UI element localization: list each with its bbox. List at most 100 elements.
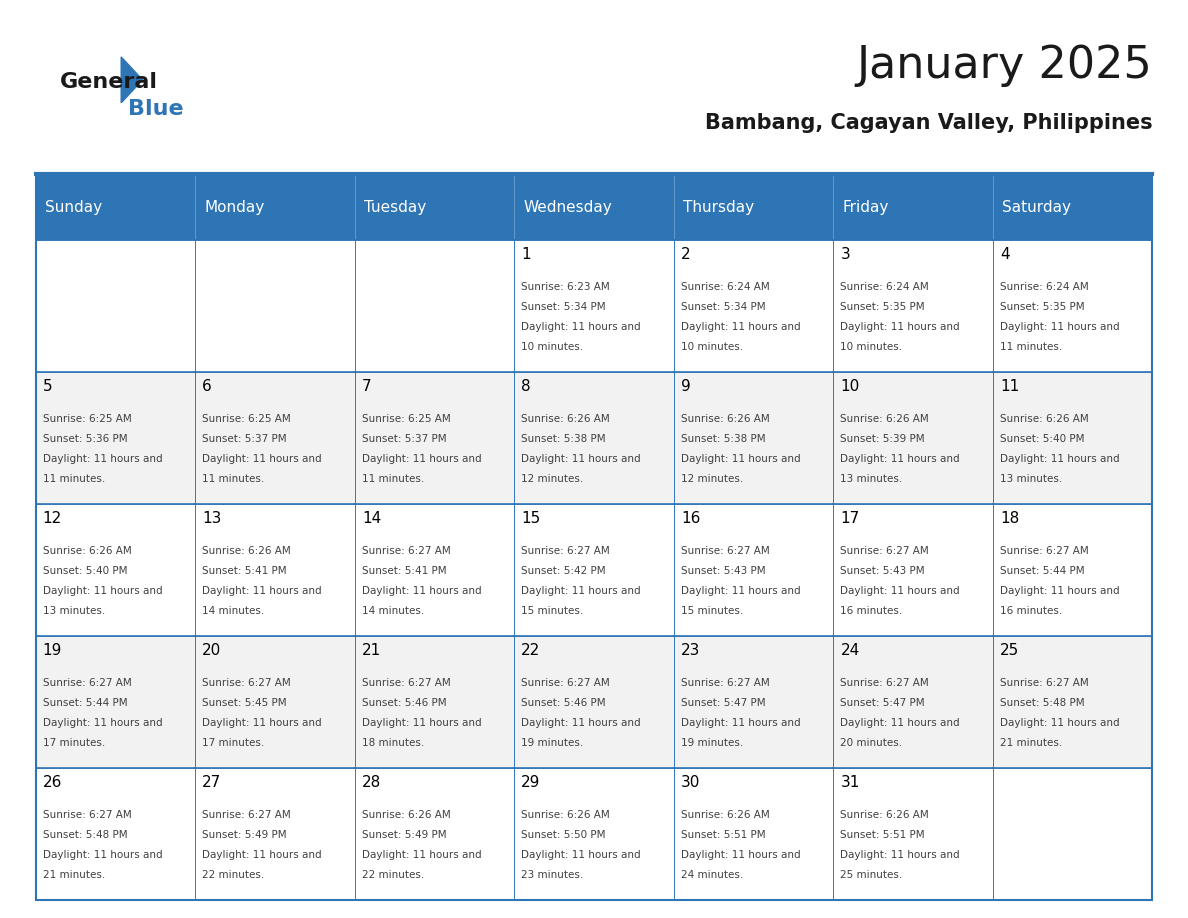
Bar xyxy=(674,504,833,635)
Text: Sunrise: 6:27 AM: Sunrise: 6:27 AM xyxy=(43,810,132,820)
Text: 11 minutes.: 11 minutes. xyxy=(202,474,265,484)
Text: Daylight: 11 hours and: Daylight: 11 hours and xyxy=(522,454,642,464)
Text: Daylight: 11 hours and: Daylight: 11 hours and xyxy=(522,718,642,728)
Bar xyxy=(195,240,355,372)
Text: 21: 21 xyxy=(362,643,381,658)
Text: 18: 18 xyxy=(1000,511,1019,526)
Bar xyxy=(833,372,993,504)
Text: Sunrise: 6:26 AM: Sunrise: 6:26 AM xyxy=(362,810,450,820)
Text: 25 minutes.: 25 minutes. xyxy=(840,870,903,880)
Bar xyxy=(514,767,674,900)
Bar xyxy=(833,635,993,767)
Text: 13: 13 xyxy=(202,511,222,526)
Bar xyxy=(833,240,993,372)
Text: Sunset: 5:51 PM: Sunset: 5:51 PM xyxy=(840,830,925,840)
Text: 3: 3 xyxy=(840,247,851,262)
Text: Daylight: 11 hours and: Daylight: 11 hours and xyxy=(1000,586,1119,596)
Bar xyxy=(36,767,195,900)
Text: 7: 7 xyxy=(362,379,372,394)
Bar xyxy=(993,767,1152,900)
Text: 11 minutes.: 11 minutes. xyxy=(362,474,424,484)
Text: Sunrise: 6:26 AM: Sunrise: 6:26 AM xyxy=(1000,414,1088,424)
Text: Daylight: 11 hours and: Daylight: 11 hours and xyxy=(202,850,322,860)
Text: Daylight: 11 hours and: Daylight: 11 hours and xyxy=(522,586,642,596)
Text: Daylight: 11 hours and: Daylight: 11 hours and xyxy=(43,586,163,596)
Text: Daylight: 11 hours and: Daylight: 11 hours and xyxy=(840,718,960,728)
Polygon shape xyxy=(121,57,143,103)
Text: Sunset: 5:47 PM: Sunset: 5:47 PM xyxy=(840,698,925,708)
Text: Sunrise: 6:27 AM: Sunrise: 6:27 AM xyxy=(681,546,770,556)
Bar xyxy=(355,240,514,372)
Bar xyxy=(833,504,993,635)
Text: 23 minutes.: 23 minutes. xyxy=(522,870,583,880)
Text: Sunrise: 6:26 AM: Sunrise: 6:26 AM xyxy=(840,810,929,820)
Text: Sunrise: 6:26 AM: Sunrise: 6:26 AM xyxy=(522,810,611,820)
Text: 8: 8 xyxy=(522,379,531,394)
Bar xyxy=(355,635,514,767)
Text: 22 minutes.: 22 minutes. xyxy=(362,870,424,880)
Bar xyxy=(36,635,195,767)
Text: Sunrise: 6:26 AM: Sunrise: 6:26 AM xyxy=(522,414,611,424)
Text: 11 minutes.: 11 minutes. xyxy=(1000,342,1062,353)
Text: 22 minutes.: 22 minutes. xyxy=(202,870,265,880)
Text: 29: 29 xyxy=(522,775,541,790)
Text: 4: 4 xyxy=(1000,247,1010,262)
Text: 9: 9 xyxy=(681,379,690,394)
Text: Daylight: 11 hours and: Daylight: 11 hours and xyxy=(840,586,960,596)
Text: Sunset: 5:48 PM: Sunset: 5:48 PM xyxy=(43,830,127,840)
Text: Daylight: 11 hours and: Daylight: 11 hours and xyxy=(681,718,801,728)
Bar xyxy=(195,635,355,767)
Bar xyxy=(514,504,674,635)
Text: 1: 1 xyxy=(522,247,531,262)
Text: 11 minutes.: 11 minutes. xyxy=(43,474,105,484)
Text: 14 minutes.: 14 minutes. xyxy=(362,606,424,616)
Bar xyxy=(195,767,355,900)
Text: Sunset: 5:41 PM: Sunset: 5:41 PM xyxy=(202,566,287,576)
Text: 21 minutes.: 21 minutes. xyxy=(1000,738,1062,748)
Text: 16 minutes.: 16 minutes. xyxy=(1000,606,1062,616)
Text: 20: 20 xyxy=(202,643,221,658)
Text: Tuesday: Tuesday xyxy=(365,199,426,215)
Text: 28: 28 xyxy=(362,775,381,790)
Text: 26: 26 xyxy=(43,775,62,790)
Text: 20 minutes.: 20 minutes. xyxy=(840,738,903,748)
Text: Daylight: 11 hours and: Daylight: 11 hours and xyxy=(202,454,322,464)
Text: 13 minutes.: 13 minutes. xyxy=(840,474,903,484)
Text: Daylight: 11 hours and: Daylight: 11 hours and xyxy=(681,322,801,332)
Text: Daylight: 11 hours and: Daylight: 11 hours and xyxy=(681,850,801,860)
Text: Daylight: 11 hours and: Daylight: 11 hours and xyxy=(43,850,163,860)
Bar xyxy=(993,372,1152,504)
Text: Sunset: 5:43 PM: Sunset: 5:43 PM xyxy=(681,566,765,576)
Text: Monday: Monday xyxy=(204,199,265,215)
Text: Sunrise: 6:24 AM: Sunrise: 6:24 AM xyxy=(681,282,770,292)
Text: Sunset: 5:35 PM: Sunset: 5:35 PM xyxy=(1000,302,1085,312)
Text: Sunset: 5:45 PM: Sunset: 5:45 PM xyxy=(202,698,287,708)
Bar xyxy=(195,174,355,240)
Text: Sunrise: 6:27 AM: Sunrise: 6:27 AM xyxy=(522,677,611,688)
Text: Sunrise: 6:27 AM: Sunrise: 6:27 AM xyxy=(362,677,450,688)
Text: Daylight: 11 hours and: Daylight: 11 hours and xyxy=(522,322,642,332)
Bar xyxy=(514,372,674,504)
Text: Sunrise: 6:27 AM: Sunrise: 6:27 AM xyxy=(522,546,611,556)
Text: Daylight: 11 hours and: Daylight: 11 hours and xyxy=(681,454,801,464)
Text: 14 minutes.: 14 minutes. xyxy=(202,606,265,616)
Text: Sunset: 5:49 PM: Sunset: 5:49 PM xyxy=(202,830,287,840)
Text: Sunrise: 6:25 AM: Sunrise: 6:25 AM xyxy=(43,414,132,424)
Text: Sunrise: 6:27 AM: Sunrise: 6:27 AM xyxy=(681,677,770,688)
Text: 18 minutes.: 18 minutes. xyxy=(362,738,424,748)
Text: Daylight: 11 hours and: Daylight: 11 hours and xyxy=(1000,454,1119,464)
Text: 19 minutes.: 19 minutes. xyxy=(681,738,744,748)
Text: 27: 27 xyxy=(202,775,221,790)
Text: 22: 22 xyxy=(522,643,541,658)
Text: Sunset: 5:34 PM: Sunset: 5:34 PM xyxy=(681,302,765,312)
Text: 21 minutes.: 21 minutes. xyxy=(43,870,105,880)
Text: Bambang, Cagayan Valley, Philippines: Bambang, Cagayan Valley, Philippines xyxy=(704,113,1152,133)
Text: Sunset: 5:46 PM: Sunset: 5:46 PM xyxy=(522,698,606,708)
Text: Sunrise: 6:25 AM: Sunrise: 6:25 AM xyxy=(202,414,291,424)
Bar xyxy=(36,174,195,240)
Text: Daylight: 11 hours and: Daylight: 11 hours and xyxy=(840,850,960,860)
Text: Sunrise: 6:27 AM: Sunrise: 6:27 AM xyxy=(43,677,132,688)
Text: Sunrise: 6:27 AM: Sunrise: 6:27 AM xyxy=(362,546,450,556)
Text: Sunset: 5:50 PM: Sunset: 5:50 PM xyxy=(522,830,606,840)
Text: Sunset: 5:36 PM: Sunset: 5:36 PM xyxy=(43,434,127,444)
